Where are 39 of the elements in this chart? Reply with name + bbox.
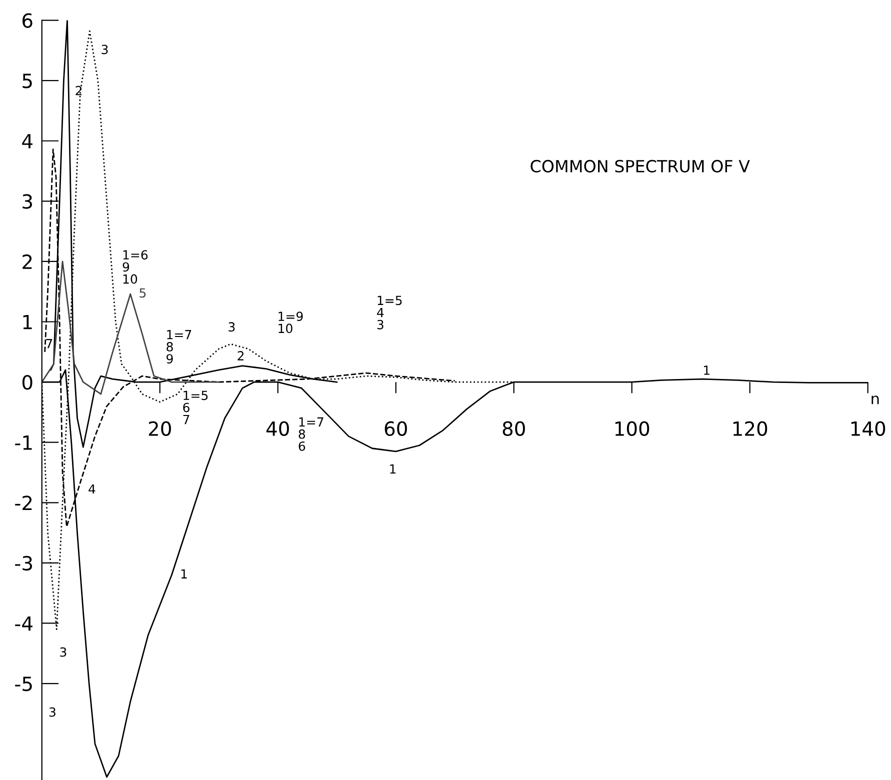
x-axis-title: n bbox=[872, 396, 879, 404]
series-label: 3 bbox=[102, 44, 108, 54]
annotation: 3 bbox=[49, 707, 56, 717]
y-tick-label: 0 bbox=[22, 375, 32, 390]
annotation: 1=7 8 9 bbox=[166, 330, 192, 364]
annotation: 1=9 10 bbox=[278, 312, 303, 334]
y-tick-label: -1 bbox=[15, 436, 32, 450]
series-label: 2 bbox=[238, 351, 244, 360]
y-tick-label: 2 bbox=[22, 254, 32, 269]
x-tick-label: 80 bbox=[502, 421, 525, 436]
annotation: 1=5 6 7 bbox=[183, 390, 208, 424]
y-tick-label: 3 bbox=[22, 194, 32, 209]
y-tick-label: 4 bbox=[22, 134, 32, 148]
x-tick-label: 100 bbox=[615, 421, 650, 436]
x-tick-label: 40 bbox=[266, 421, 289, 436]
y-tick-label: 6 bbox=[22, 13, 32, 28]
y-tick-label: -5 bbox=[15, 676, 32, 692]
annotation: 2 bbox=[76, 86, 82, 96]
y-tick-label: -2 bbox=[15, 496, 32, 510]
annotation: 3 bbox=[60, 647, 66, 657]
series-label: 4 bbox=[88, 484, 96, 494]
annotation: 1 bbox=[181, 569, 187, 578]
x-tick-label: 120 bbox=[733, 421, 768, 436]
x-tick-label: 140 bbox=[851, 421, 886, 436]
y-tick-label: -3 bbox=[15, 556, 32, 571]
y-tick-label: -4 bbox=[15, 616, 32, 631]
annotation: 7 bbox=[46, 339, 52, 348]
series-label: 1 bbox=[704, 366, 710, 375]
y-tick-label: 1 bbox=[23, 314, 32, 330]
annotation: 1=6 9 10 bbox=[122, 250, 148, 284]
annotation: 1=7 8 6 bbox=[298, 417, 324, 451]
text: COMMON SPECTRUM OF V bbox=[530, 160, 750, 172]
y-tick-label: 5 bbox=[22, 74, 32, 88]
series-label: 5 bbox=[140, 288, 146, 298]
annotation: 1 bbox=[390, 464, 396, 474]
annotation: 3 bbox=[228, 322, 235, 332]
annotation: 1=5 4 3 bbox=[377, 296, 402, 330]
x-tick-label: 60 bbox=[384, 421, 407, 436]
x-tick-label: 20 bbox=[148, 421, 171, 436]
